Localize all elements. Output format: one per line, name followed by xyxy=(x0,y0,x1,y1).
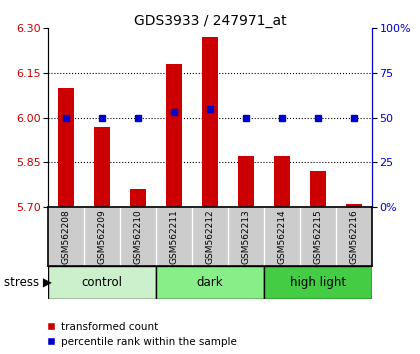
Legend: transformed count, percentile rank within the sample: transformed count, percentile rank withi… xyxy=(47,322,236,347)
Bar xyxy=(156,266,264,299)
Bar xyxy=(238,156,254,207)
Text: GSM562216: GSM562216 xyxy=(349,209,358,264)
Text: GSM562209: GSM562209 xyxy=(98,209,107,264)
Bar xyxy=(94,127,110,207)
Bar xyxy=(58,88,74,207)
Text: high light: high light xyxy=(290,276,346,289)
Bar xyxy=(264,266,372,299)
Text: dark: dark xyxy=(197,276,223,289)
Text: GSM562211: GSM562211 xyxy=(170,209,178,264)
Bar xyxy=(166,64,182,207)
Text: GSM562210: GSM562210 xyxy=(134,209,143,264)
Bar xyxy=(202,37,218,207)
Text: GSM562212: GSM562212 xyxy=(205,209,215,264)
Bar xyxy=(346,204,362,207)
Text: GSM562208: GSM562208 xyxy=(62,209,71,264)
Text: GSM562214: GSM562214 xyxy=(277,209,286,264)
Bar xyxy=(274,156,290,207)
Bar xyxy=(310,171,326,207)
Bar xyxy=(48,266,156,299)
Text: GSM562215: GSM562215 xyxy=(313,209,322,264)
Text: GSM562213: GSM562213 xyxy=(241,209,250,264)
Bar xyxy=(130,189,146,207)
Text: stress ▶: stress ▶ xyxy=(4,276,52,289)
Text: GDS3933 / 247971_at: GDS3933 / 247971_at xyxy=(134,14,286,28)
Text: control: control xyxy=(82,276,123,289)
